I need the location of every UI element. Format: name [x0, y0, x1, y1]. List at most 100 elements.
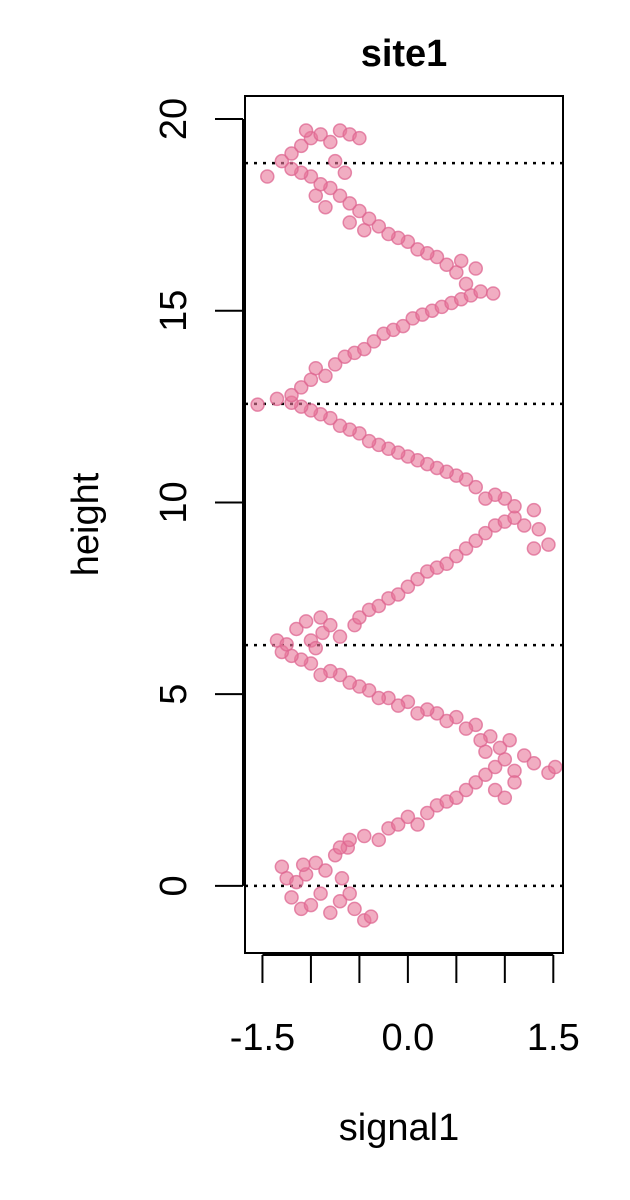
data-point [357, 341, 372, 357]
data-point [332, 893, 348, 909]
data-point [313, 127, 328, 142]
data-point [323, 134, 338, 150]
data-point [279, 637, 294, 652]
data-point [313, 610, 328, 625]
x-tick-label: -1.5 [230, 1017, 295, 1059]
data-point [366, 334, 382, 349]
data-point [284, 161, 299, 177]
data-point [458, 541, 474, 556]
data-point [473, 732, 488, 748]
data-point [371, 832, 387, 848]
y-tick-label: 10 [153, 481, 195, 523]
data-point [400, 579, 416, 595]
data-point [289, 874, 304, 890]
data-point [357, 828, 372, 844]
data-point [342, 832, 357, 848]
data-point [293, 380, 309, 395]
data-point [361, 433, 377, 449]
y-axis-title: height [65, 472, 107, 576]
data-point [410, 817, 425, 832]
data-point [458, 276, 474, 292]
data-point [395, 318, 411, 334]
data-point [485, 286, 501, 301]
data-point [541, 537, 556, 552]
data-point [363, 909, 379, 924]
data-point [284, 387, 299, 403]
data-point [468, 261, 483, 276]
data-point [468, 533, 483, 549]
data-point [342, 886, 357, 901]
data-point [284, 146, 299, 161]
data-point [390, 817, 406, 832]
data-point [507, 499, 522, 514]
data-point [526, 755, 542, 771]
data-point [473, 284, 488, 299]
data-point [516, 518, 532, 533]
data-point [334, 870, 350, 886]
data-point [250, 397, 265, 412]
x-tick-label: 0.0 [381, 1017, 434, 1059]
data-point [390, 587, 406, 602]
data-point [269, 391, 285, 407]
data-point [439, 257, 454, 272]
data-point [318, 863, 333, 878]
data-point [274, 153, 290, 169]
data-point [410, 571, 425, 587]
y-tick-label: 0 [153, 875, 195, 896]
data-point [371, 219, 387, 234]
data-point [458, 721, 474, 736]
chart-title: site1 [361, 33, 448, 75]
data-point [352, 610, 367, 625]
data-point [332, 629, 348, 644]
x-tick-label: 1.5 [527, 1017, 580, 1059]
data-point [453, 253, 469, 269]
data-point [371, 690, 387, 706]
data-points [250, 123, 563, 928]
data-point [327, 357, 343, 372]
data-point [468, 479, 483, 495]
data-point [400, 809, 416, 825]
data-point [439, 556, 454, 572]
data-point [337, 165, 353, 180]
data-point [410, 242, 425, 257]
data-point [478, 491, 493, 506]
data-point [449, 790, 464, 805]
data-point [323, 905, 338, 920]
data-point [478, 525, 493, 541]
data-point [492, 740, 508, 756]
data-point [439, 713, 454, 729]
data-point [487, 782, 503, 798]
data-point [318, 368, 333, 384]
data-point [352, 130, 367, 146]
data-point [449, 548, 464, 564]
y-tick-label: 15 [153, 290, 195, 332]
data-point [332, 418, 348, 434]
data-point [342, 196, 357, 211]
data-point [313, 667, 328, 683]
data-point [381, 226, 396, 242]
data-point [298, 123, 314, 138]
data-point [284, 890, 299, 905]
data-point [526, 541, 542, 556]
data-point [487, 759, 503, 775]
data-point [478, 767, 493, 782]
data-point [516, 748, 532, 763]
data-point [547, 759, 563, 775]
data-point [458, 782, 474, 798]
x-axis-title: signal1 [339, 1107, 459, 1149]
data-point [308, 188, 324, 203]
data-point [342, 215, 357, 230]
data-point [289, 621, 304, 637]
data-point [502, 732, 517, 748]
data-point [468, 775, 483, 790]
y-tick-label: 5 [153, 684, 195, 705]
data-point [260, 169, 275, 184]
data-point [327, 153, 343, 169]
data-point [420, 805, 435, 821]
data-point [347, 901, 362, 917]
data-point [410, 706, 425, 721]
data-point [303, 897, 319, 913]
data-point [332, 188, 348, 203]
data-point [308, 360, 324, 376]
